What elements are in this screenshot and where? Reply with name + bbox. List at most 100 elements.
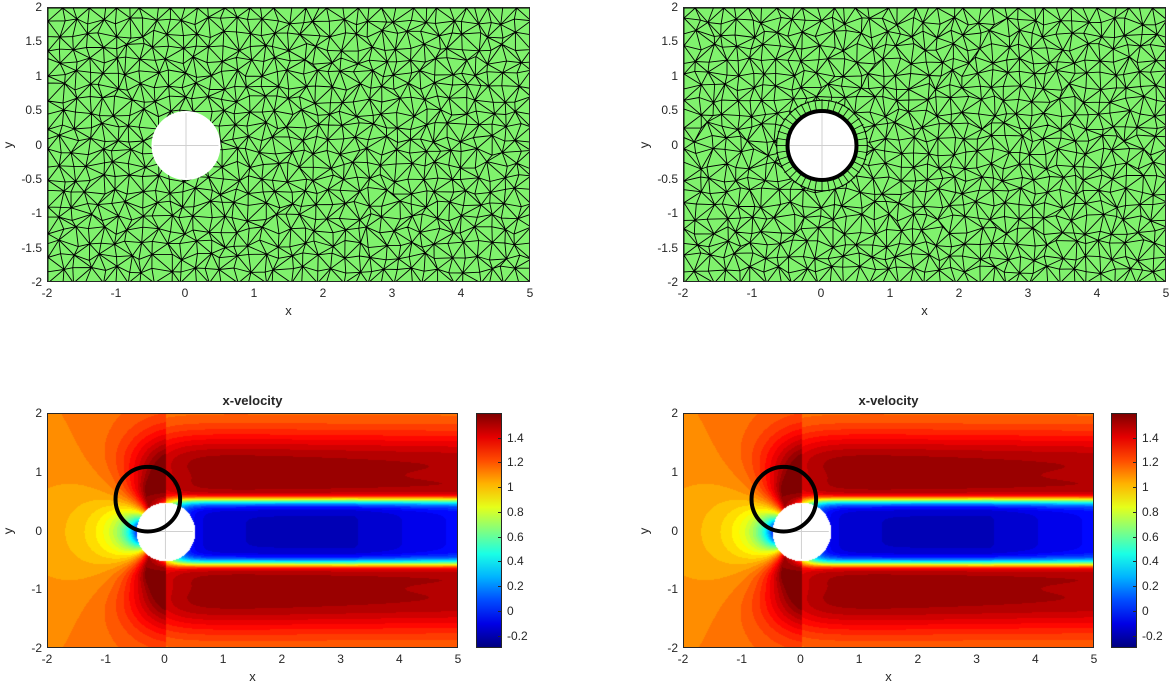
colorbar-tick-label: 1.4 bbox=[1142, 430, 1159, 445]
x-tick-label: 0 bbox=[797, 652, 804, 666]
colorbar-tick-mark bbox=[498, 536, 501, 538]
annotation-circle bbox=[749, 464, 819, 534]
colorbar-tick-label: 0 bbox=[507, 603, 514, 618]
y-tick-label: -1.5 bbox=[21, 240, 42, 255]
plot-title: x-velocity bbox=[222, 393, 283, 408]
colorbar-tick-label: 1.2 bbox=[507, 455, 524, 470]
x-tick-label: 0 bbox=[817, 286, 825, 300]
colorbar-tick-mark bbox=[498, 487, 501, 489]
x-axis-label: x bbox=[249, 669, 256, 684]
y-tick-label: 2 bbox=[671, 0, 678, 14]
x-tick-label: 3 bbox=[973, 652, 980, 666]
y-tick-label: 1 bbox=[671, 68, 678, 83]
colorbar-tick-label: -0.2 bbox=[507, 628, 528, 643]
mesh-plot bbox=[48, 8, 529, 281]
colorbar-tick-label: -0.2 bbox=[1142, 628, 1163, 643]
y-tick-label: 1 bbox=[35, 68, 42, 83]
x-tick-label: 4 bbox=[395, 652, 403, 666]
mesh-axes bbox=[47, 7, 530, 282]
y-tick-label: 2 bbox=[671, 406, 678, 420]
colorbar-tick-mark bbox=[1133, 635, 1136, 637]
colorbar-tick-label: 0.4 bbox=[1142, 554, 1159, 569]
mesh-edges bbox=[48, 8, 529, 281]
annotation-circle bbox=[113, 464, 183, 534]
velocity-axes bbox=[47, 413, 458, 648]
x-tick-label: 3 bbox=[337, 652, 344, 666]
overlay bbox=[749, 464, 829, 559]
mesh-plot bbox=[684, 8, 1165, 281]
colorbar bbox=[1111, 413, 1137, 648]
y-tick-label: 0 bbox=[35, 137, 42, 152]
x-axis-label: x bbox=[885, 669, 892, 684]
plot-title: x-velocity bbox=[858, 393, 919, 408]
y-tick-label: -2 bbox=[31, 275, 42, 289]
x-tick-label: 3 bbox=[388, 286, 396, 300]
y-axis-label: y bbox=[0, 527, 16, 534]
colorbar-tick-mark bbox=[498, 561, 501, 563]
overlay bbox=[113, 464, 193, 559]
colorbar-tick-mark bbox=[498, 437, 501, 439]
x-tick-label: 5 bbox=[1162, 286, 1170, 300]
colorbar-tick-mark bbox=[1133, 462, 1136, 464]
x-tick-label: 3 bbox=[1024, 286, 1032, 300]
x-axis-label: x bbox=[285, 303, 292, 318]
colorbar-tick-label: 0.2 bbox=[507, 579, 524, 594]
y-axis-label: y bbox=[0, 141, 16, 148]
x-tick-label: -1 bbox=[110, 286, 122, 300]
y-tick-label: -0.5 bbox=[21, 171, 42, 186]
velocity-field bbox=[684, 414, 1093, 647]
y-tick-label: -1 bbox=[31, 206, 42, 221]
x-tick-label: 5 bbox=[526, 286, 534, 300]
x-tick-label: 0 bbox=[161, 652, 168, 666]
colorbar-tick-mark bbox=[1133, 437, 1136, 439]
x-tick-label: 1 bbox=[219, 652, 227, 666]
x-tick-label: 4 bbox=[1031, 652, 1039, 666]
x-tick-label: -2 bbox=[41, 652, 53, 666]
colorbar-tick-mark bbox=[1133, 536, 1136, 538]
colorbar-tick-label: 1.2 bbox=[1142, 455, 1159, 470]
y-tick-label: 1 bbox=[671, 464, 678, 479]
x-tick-label: 5 bbox=[1090, 652, 1098, 666]
x-tick-label: -1 bbox=[736, 652, 748, 666]
x-tick-label: 1 bbox=[250, 286, 258, 300]
y-tick-label: 0 bbox=[671, 137, 678, 152]
y-tick-label: 1.5 bbox=[661, 34, 678, 49]
y-tick-label: -2 bbox=[31, 641, 42, 655]
colorbar-tick-label: 1 bbox=[1142, 480, 1149, 495]
y-tick-label: 0.5 bbox=[661, 103, 678, 118]
y-tick-label: 2 bbox=[35, 0, 42, 14]
y-tick-label: 0 bbox=[35, 523, 42, 538]
x-tick-label: -2 bbox=[41, 286, 53, 300]
x-tick-label: -2 bbox=[677, 286, 689, 300]
x-tick-label: 2 bbox=[319, 286, 327, 300]
colorbar bbox=[476, 413, 502, 648]
y-tick-label: 0.5 bbox=[25, 103, 42, 118]
colorbar-tick-label: 0.6 bbox=[1142, 529, 1159, 544]
y-tick-label: 2 bbox=[35, 406, 42, 420]
colorbar-tick-mark bbox=[498, 610, 501, 612]
x-tick-label: 2 bbox=[914, 652, 922, 666]
y-axis-label: y bbox=[636, 141, 652, 148]
y-tick-label: 1 bbox=[35, 464, 42, 479]
colorbar-tick-label: 0.6 bbox=[507, 529, 524, 544]
colorbar-tick-mark bbox=[498, 635, 501, 637]
mesh-edges bbox=[684, 8, 1165, 281]
colorbar-tick-label: 0.8 bbox=[1142, 504, 1159, 519]
velocity-axes bbox=[683, 413, 1094, 648]
colorbar-tick-mark bbox=[1133, 610, 1136, 612]
x-tick-label: 4 bbox=[1093, 286, 1101, 300]
x-tick-label: 1 bbox=[855, 652, 863, 666]
x-tick-label: 2 bbox=[278, 652, 286, 666]
colorbar-tick-mark bbox=[498, 462, 501, 464]
y-tick-label: 1.5 bbox=[25, 34, 42, 49]
colorbar-tick-label: 0.4 bbox=[507, 554, 524, 569]
colorbar-tick-mark bbox=[1133, 487, 1136, 489]
y-tick-label: -0.5 bbox=[657, 171, 678, 186]
x-tick-label: -1 bbox=[100, 652, 112, 666]
x-tick-label: -2 bbox=[677, 652, 689, 666]
x-tick-label: 4 bbox=[457, 286, 465, 300]
colorbar-tick-label: 0.2 bbox=[1142, 579, 1159, 594]
x-tick-label: 5 bbox=[454, 652, 462, 666]
x-tick-label: 0 bbox=[181, 286, 189, 300]
y-tick-label: 0 bbox=[671, 523, 678, 538]
